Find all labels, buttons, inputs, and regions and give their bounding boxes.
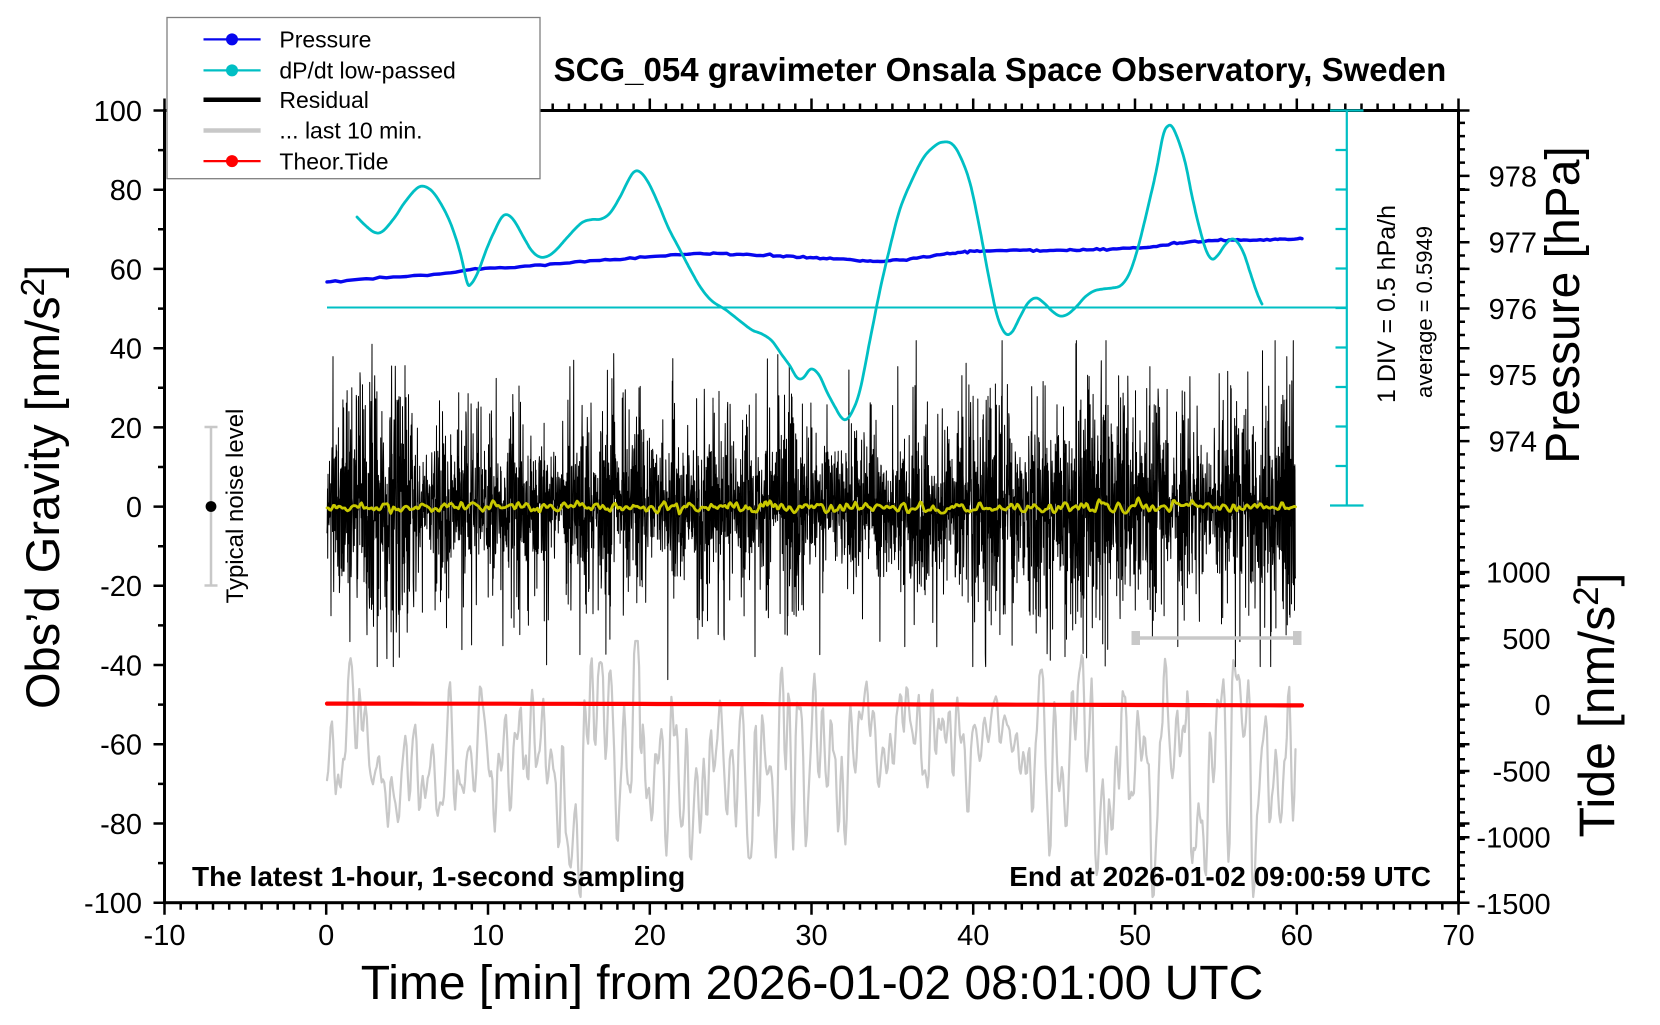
- svg-text:-80: -80: [100, 809, 142, 841]
- svg-text:Time [min] from 2026-01-02 08:: Time [min] from 2026-01-02 08:01:00 UTC: [361, 957, 1264, 1010]
- svg-text:10: 10: [472, 920, 504, 952]
- svg-text:30: 30: [795, 920, 827, 952]
- svg-text:20: 20: [110, 413, 142, 445]
- svg-text:-1500: -1500: [1476, 889, 1550, 921]
- svg-text:End at 2026-01-02 09:00:59 UTC: End at 2026-01-02 09:00:59 UTC: [1009, 861, 1431, 892]
- svg-text:dP/dt low-passed: dP/dt low-passed: [279, 58, 455, 84]
- svg-text:1000: 1000: [1486, 558, 1551, 590]
- svg-text:976: 976: [1489, 294, 1537, 326]
- svg-text:Tide [nm/s2]: Tide [nm/s2]: [1567, 573, 1625, 838]
- svg-text:... last 10 min.: ... last 10 min.: [279, 118, 422, 144]
- svg-text:20: 20: [634, 920, 666, 952]
- svg-text:0: 0: [126, 492, 142, 524]
- svg-text:0: 0: [1534, 690, 1550, 722]
- svg-text:-10: -10: [144, 920, 186, 952]
- svg-text:Typical noise level: Typical noise level: [222, 409, 249, 604]
- svg-text:-100: -100: [84, 888, 142, 920]
- svg-text:0: 0: [318, 920, 334, 952]
- svg-text:70: 70: [1442, 920, 1474, 952]
- svg-text:100: 100: [94, 96, 142, 128]
- svg-text:80: 80: [110, 175, 142, 207]
- svg-text:974: 974: [1489, 427, 1537, 459]
- svg-text:1 DIV = 0.5 hPa/h: 1 DIV = 0.5 hPa/h: [1373, 205, 1401, 403]
- svg-text:500: 500: [1502, 624, 1550, 656]
- svg-text:978: 978: [1489, 161, 1537, 193]
- svg-text:-500: -500: [1493, 756, 1551, 788]
- svg-text:975: 975: [1489, 360, 1537, 392]
- svg-text:40: 40: [110, 334, 142, 366]
- svg-text:-40: -40: [100, 650, 142, 682]
- svg-text:Theor.Tide: Theor.Tide: [279, 148, 388, 174]
- svg-text:40: 40: [957, 920, 989, 952]
- svg-text:-60: -60: [100, 730, 142, 762]
- svg-text:-1000: -1000: [1476, 823, 1550, 855]
- svg-text:SCG_054 gravimeter Onsala Spac: SCG_054 gravimeter Onsala Space Observat…: [554, 51, 1447, 88]
- svg-text:60: 60: [1281, 920, 1313, 952]
- svg-text:Pressure [hPa]: Pressure [hPa]: [1537, 146, 1590, 463]
- svg-text:50: 50: [1119, 920, 1151, 952]
- svg-text:average = 0.5949: average = 0.5949: [1412, 226, 1437, 398]
- svg-text:60: 60: [110, 254, 142, 286]
- svg-text:977: 977: [1489, 228, 1537, 260]
- svg-text:-20: -20: [100, 571, 142, 603]
- svg-text:Pressure: Pressure: [279, 27, 371, 53]
- svg-text:The latest 1-hour, 1-second sa: The latest 1-hour, 1-second sampling: [192, 861, 685, 892]
- svg-text:Residual: Residual: [279, 87, 369, 113]
- svg-text:Obs’d Gravity [nm/s2]: Obs’d Gravity [nm/s2]: [14, 265, 69, 709]
